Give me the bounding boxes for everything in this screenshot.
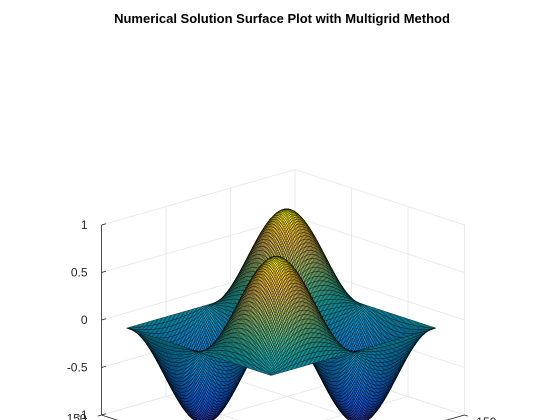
z-tick-mark [101, 223, 107, 226]
surface [125, 208, 437, 420]
z-tick-mark [101, 365, 107, 368]
grid-line-z [101, 169, 465, 226]
chart-title: Numerical Solution Surface Plot with Mul… [114, 11, 450, 26]
x-tick-mark [464, 414, 469, 417]
y-tick-mark [97, 414, 102, 417]
axes-lines [97, 223, 469, 420]
z-tick-mark [101, 413, 107, 416]
z-tick-mark [101, 318, 107, 321]
z-tick-mark [101, 270, 107, 273]
y-axis-line [101, 414, 119, 420]
